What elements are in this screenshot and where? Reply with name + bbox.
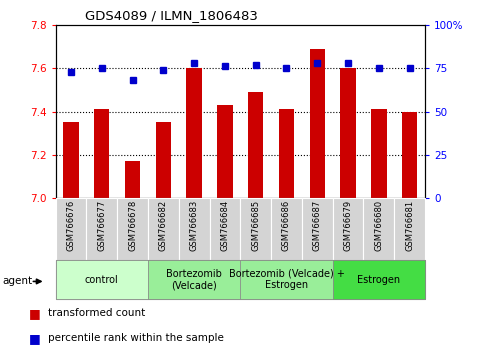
Text: GSM766680: GSM766680 [374,200,384,251]
Text: ■: ■ [29,332,41,344]
Bar [248,92,263,198]
Bar [371,109,386,198]
Bar [394,198,425,260]
Bar [148,198,179,260]
Bar [63,122,79,198]
Text: GSM766683: GSM766683 [190,200,199,251]
Text: GSM766684: GSM766684 [220,200,229,251]
Bar [302,198,333,260]
Text: GSM766682: GSM766682 [159,200,168,251]
Text: GSM766687: GSM766687 [313,200,322,251]
Bar [117,198,148,260]
Text: GSM766677: GSM766677 [97,200,106,251]
Bar [125,161,140,198]
Text: agent: agent [2,276,32,286]
Bar [86,198,117,260]
Text: percentile rank within the sample: percentile rank within the sample [48,333,224,343]
Bar [186,68,202,198]
Text: GDS4089 / ILMN_1806483: GDS4089 / ILMN_1806483 [85,9,258,22]
Bar [148,260,241,299]
Text: GSM766678: GSM766678 [128,200,137,251]
Bar [310,48,325,198]
Text: GSM766679: GSM766679 [343,200,353,251]
Bar [217,105,233,198]
Text: ■: ■ [29,307,41,320]
Text: Bortezomib (Velcade) +
Estrogen: Bortezomib (Velcade) + Estrogen [228,269,344,291]
Text: transformed count: transformed count [48,308,145,318]
Bar [56,198,86,260]
Bar [333,198,364,260]
Text: GSM766681: GSM766681 [405,200,414,251]
Text: Estrogen: Estrogen [357,275,400,285]
Text: GSM766685: GSM766685 [251,200,260,251]
Bar [402,112,417,198]
Bar [56,260,148,299]
Text: Bortezomib
(Velcade): Bortezomib (Velcade) [166,269,222,291]
Bar [179,198,210,260]
Bar [341,68,356,198]
Bar [94,109,110,198]
Text: GSM766676: GSM766676 [67,200,75,251]
Bar [279,109,294,198]
Bar [364,198,394,260]
Bar [240,260,333,299]
Bar [240,198,271,260]
Bar [210,198,240,260]
Bar [156,122,171,198]
Text: control: control [85,275,119,285]
Bar [333,260,425,299]
Text: GSM766686: GSM766686 [282,200,291,251]
Bar [271,198,302,260]
